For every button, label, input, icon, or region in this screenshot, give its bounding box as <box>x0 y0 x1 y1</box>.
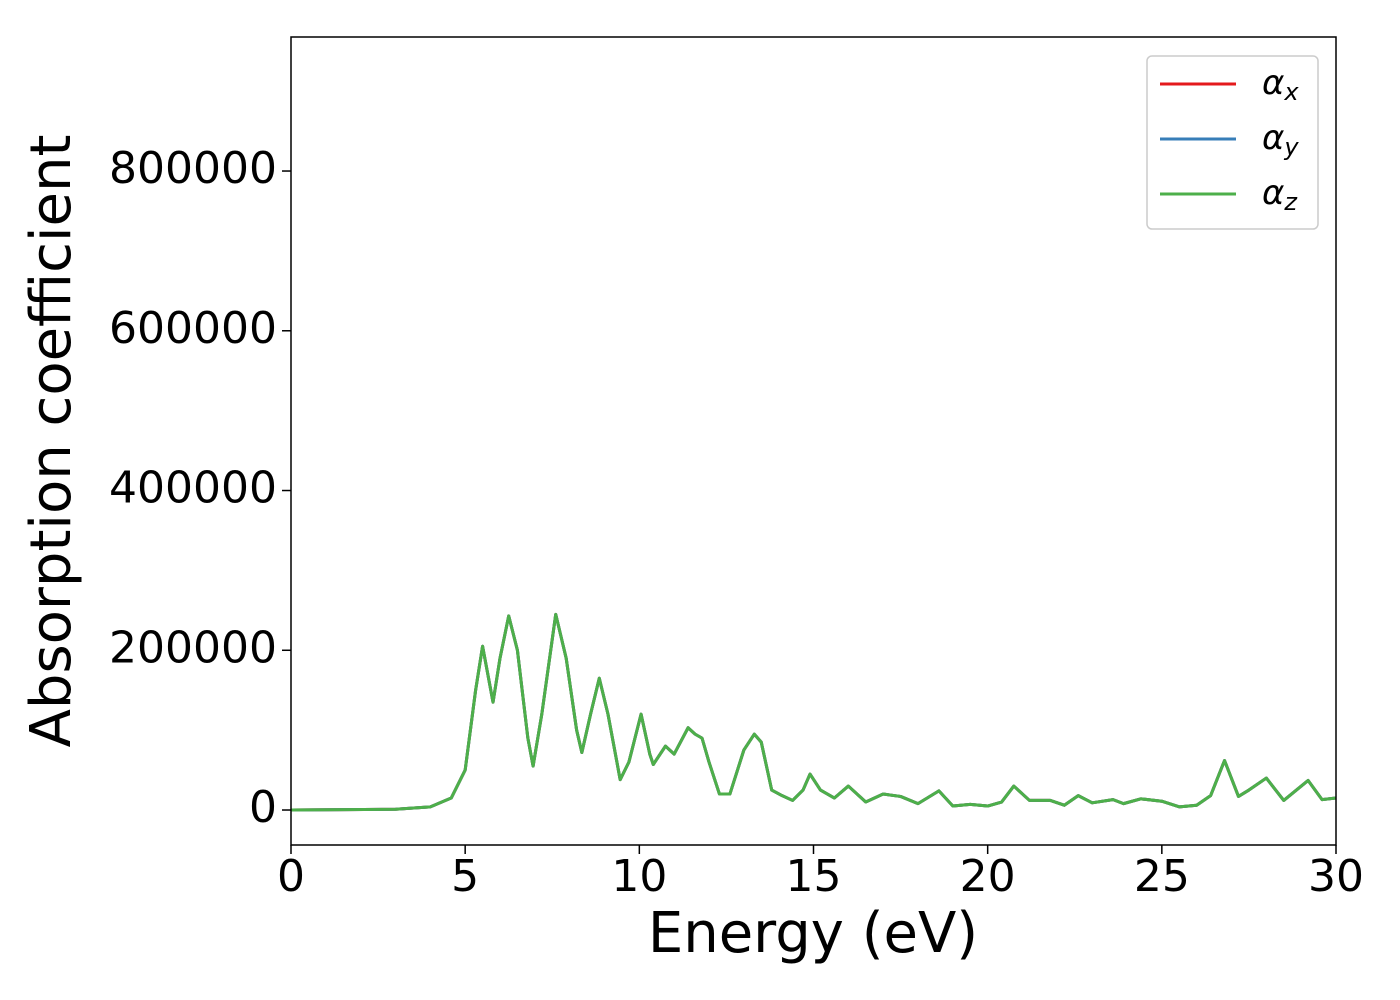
x-tick-label: 25 <box>1134 851 1190 902</box>
legend-label: αz <box>1262 173 1298 217</box>
legend-label: αy <box>1262 118 1299 162</box>
y-tick-label: 400000 <box>109 463 277 514</box>
y-tick-label: 600000 <box>109 303 277 354</box>
y-tick-label: 0 <box>249 782 277 833</box>
y-tick-label: 800000 <box>109 143 277 194</box>
x-tick-label: 20 <box>960 851 1016 902</box>
x-tick-label: 10 <box>611 851 667 902</box>
legend-box <box>1146 55 1319 230</box>
x-tick-label: 15 <box>786 851 842 902</box>
legend: αx αy αz <box>1146 55 1319 230</box>
y-tick-label: 200000 <box>109 622 277 673</box>
x-axis-label: Energy (eV) <box>648 901 978 966</box>
y-axis-label: Absorption coefficient <box>19 135 84 748</box>
x-tick-label: 5 <box>451 851 479 902</box>
x-tick-label: 0 <box>277 851 305 902</box>
x-tick-label: 30 <box>1308 851 1364 902</box>
plot-frame <box>290 36 1337 846</box>
legend-label: αx <box>1262 63 1299 107</box>
line-series <box>291 612 1336 812</box>
